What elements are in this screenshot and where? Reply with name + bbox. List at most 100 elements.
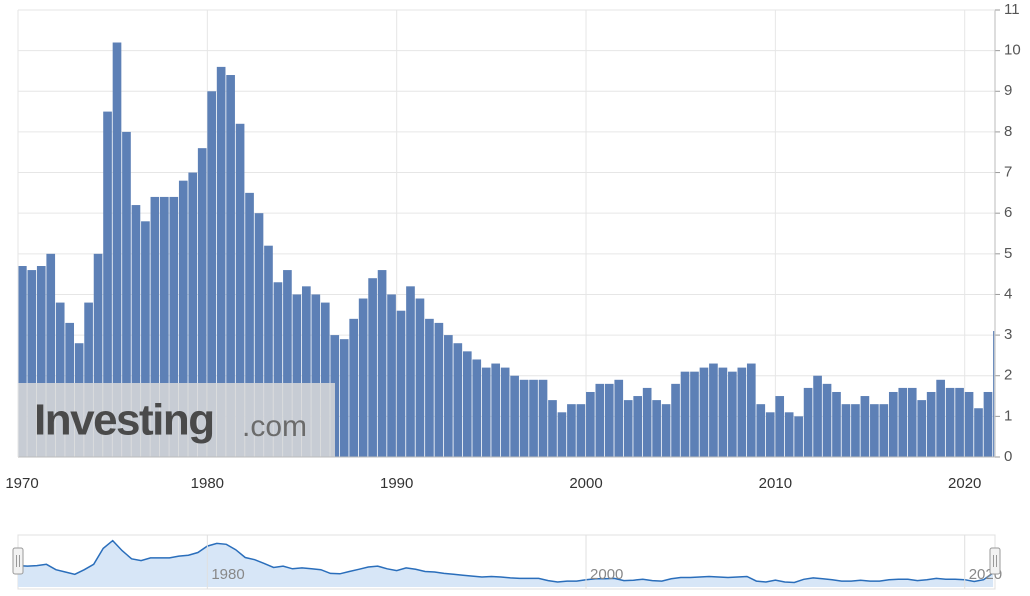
bar <box>652 400 661 457</box>
y-tick-label: 9 <box>1004 82 1012 99</box>
bar <box>803 387 813 457</box>
bar <box>529 379 538 457</box>
axes: 0 1 2 3 4 5 6 7 8 9 10 11 1970 1980 1990 2000 2010 2020 <box>5 1 1020 492</box>
bar <box>500 367 510 457</box>
navigator: 1980 2000 2020 <box>12 534 1002 590</box>
bar <box>690 371 699 457</box>
bar <box>188 172 198 457</box>
bar <box>955 387 964 457</box>
watermark-box: Investing .com <box>18 383 335 457</box>
bar <box>122 131 131 457</box>
bar <box>103 111 112 457</box>
bar <box>387 294 396 457</box>
bar <box>718 367 728 457</box>
bar <box>784 412 794 457</box>
y-tick-label: 1 <box>1004 407 1012 424</box>
y-tick-label: 11 <box>1004 1 1020 18</box>
bar <box>832 391 841 457</box>
bar <box>860 396 870 457</box>
bar <box>888 391 898 457</box>
bar <box>907 387 917 457</box>
x-tick-label: 1990 <box>380 475 413 492</box>
bar <box>216 66 226 458</box>
bar <box>699 367 709 457</box>
bar <box>510 375 519 457</box>
bar <box>671 383 680 457</box>
y-tick-label: 6 <box>1004 204 1012 221</box>
bar <box>292 294 302 457</box>
y-tick-label: 4 <box>1004 285 1012 302</box>
x-tick-label: 2000 <box>569 475 602 492</box>
bar <box>756 404 766 457</box>
bar <box>339 339 349 457</box>
bar <box>93 253 103 457</box>
navigator-line <box>17 539 994 584</box>
bar <box>197 148 207 457</box>
bar <box>160 196 169 457</box>
bar <box>917 400 927 457</box>
bar <box>84 302 93 457</box>
bar <box>841 404 851 457</box>
bar <box>633 396 643 457</box>
bar <box>822 383 832 457</box>
navigator-handle-right <box>989 547 1001 575</box>
bar <box>368 278 377 457</box>
navigator-label: 2000 <box>590 566 623 583</box>
bar <box>614 379 624 457</box>
bar <box>150 196 160 457</box>
bar <box>567 404 576 457</box>
x-tick-label: 1970 <box>5 475 38 492</box>
bar <box>557 412 567 457</box>
bar <box>898 387 908 457</box>
watermark-text: Investing <box>34 396 214 445</box>
bar <box>538 379 548 457</box>
bar <box>879 404 889 457</box>
bar <box>396 310 406 457</box>
x-tick-label: 1980 <box>191 475 224 492</box>
bar <box>27 270 37 457</box>
bar <box>481 367 491 457</box>
bar <box>425 318 434 457</box>
bar <box>358 298 368 457</box>
bar <box>112 42 122 457</box>
bar <box>406 286 415 457</box>
bar <box>472 359 482 457</box>
bar <box>936 379 945 457</box>
bar <box>491 363 501 457</box>
bar <box>36 266 46 457</box>
bar <box>311 294 321 457</box>
bar <box>993 331 995 457</box>
bar <box>983 391 993 457</box>
bar <box>131 205 141 457</box>
bar <box>813 375 822 457</box>
y-tick-label: 10 <box>1004 42 1021 59</box>
bar <box>283 270 292 457</box>
bar <box>462 351 472 457</box>
bar <box>737 367 747 457</box>
bar <box>974 408 983 457</box>
bar <box>775 396 785 457</box>
bar <box>254 213 264 457</box>
bar <box>434 322 444 457</box>
bar <box>519 379 529 457</box>
bar <box>661 404 671 457</box>
y-tick-label: 0 <box>1004 448 1012 465</box>
bar <box>444 335 453 457</box>
bar <box>586 391 595 457</box>
y-tick-label: 3 <box>1004 326 1012 343</box>
navigator-area <box>18 540 994 587</box>
bar <box>623 400 633 457</box>
bar <box>377 270 387 457</box>
bar <box>273 282 283 457</box>
bar <box>680 371 690 457</box>
bar <box>709 363 718 457</box>
navigator-handle-left <box>12 547 24 575</box>
bar <box>235 123 245 458</box>
bar <box>349 318 359 457</box>
bar <box>728 371 737 457</box>
bar <box>169 196 179 457</box>
y-tick-label: 2 <box>1004 367 1012 384</box>
bar <box>320 302 330 457</box>
bar <box>302 286 311 457</box>
